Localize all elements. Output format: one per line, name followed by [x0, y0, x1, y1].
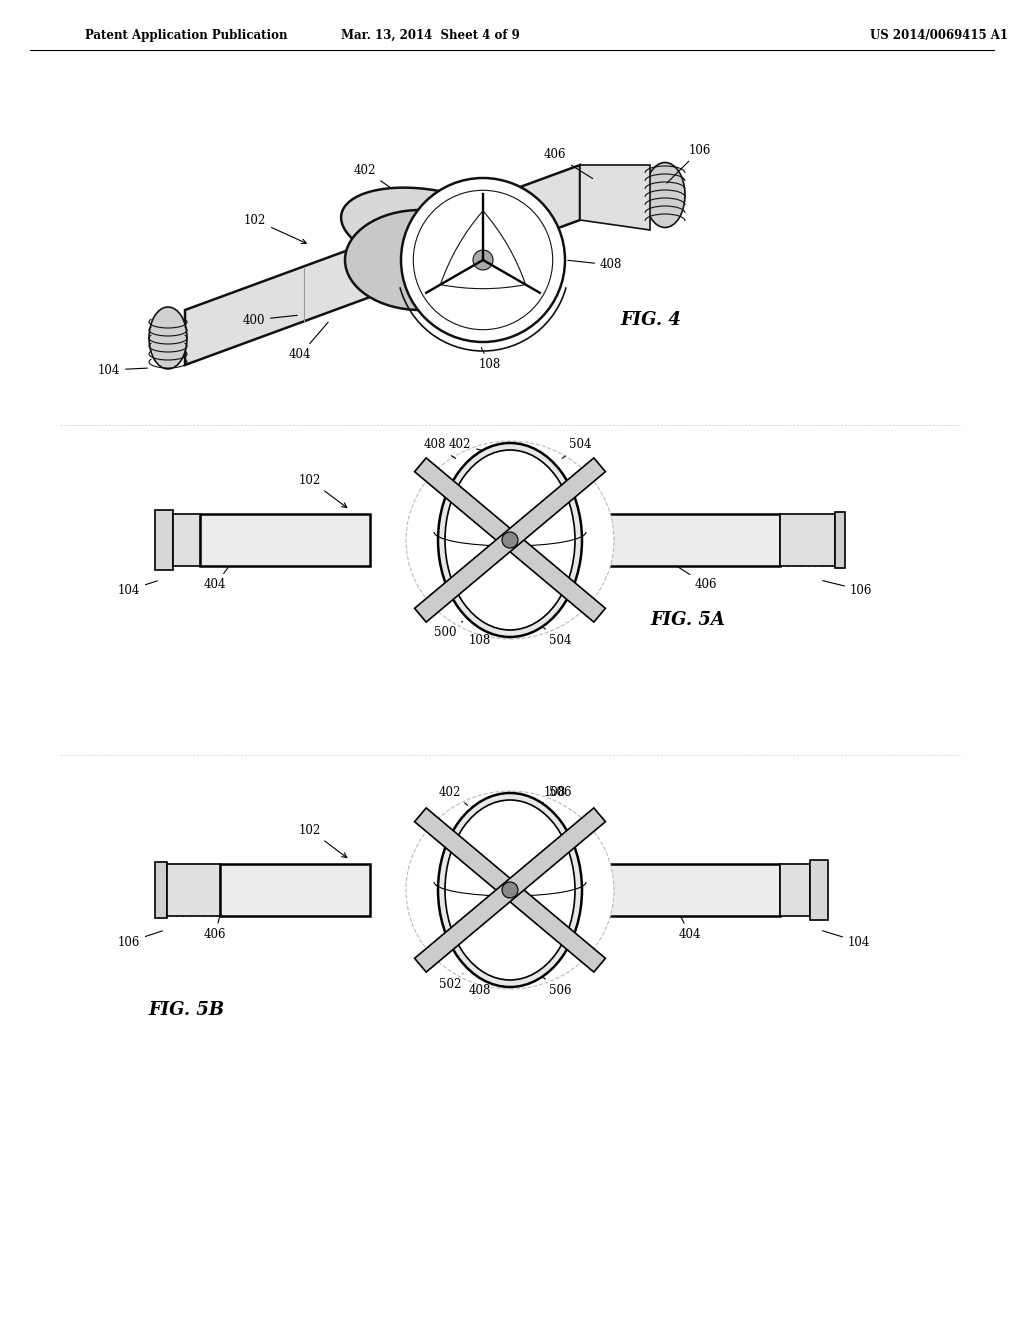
- Polygon shape: [155, 862, 167, 917]
- Polygon shape: [587, 865, 780, 916]
- Text: 108: 108: [389, 189, 442, 214]
- Ellipse shape: [406, 791, 614, 989]
- Polygon shape: [415, 458, 605, 622]
- Text: 408: 408: [424, 438, 456, 458]
- Polygon shape: [415, 808, 605, 972]
- Text: 502: 502: [439, 974, 463, 991]
- Text: US 2014/0069415 A1: US 2014/0069415 A1: [870, 29, 1008, 41]
- Ellipse shape: [414, 190, 553, 330]
- Polygon shape: [780, 865, 810, 916]
- Text: Patent Application Publication: Patent Application Publication: [85, 29, 288, 41]
- Polygon shape: [167, 865, 220, 916]
- Ellipse shape: [401, 178, 565, 342]
- Text: FIG. 4: FIG. 4: [620, 312, 681, 329]
- Text: 108: 108: [479, 347, 501, 371]
- Ellipse shape: [445, 450, 575, 630]
- Text: 400: 400: [243, 314, 297, 326]
- Polygon shape: [415, 808, 605, 972]
- Ellipse shape: [406, 441, 614, 639]
- Text: 408: 408: [567, 259, 623, 272]
- Text: 402: 402: [439, 785, 468, 805]
- Text: 404: 404: [679, 917, 701, 941]
- Text: 102: 102: [244, 214, 306, 243]
- Ellipse shape: [341, 187, 519, 272]
- Text: 406: 406: [204, 917, 226, 941]
- Text: 506: 506: [543, 785, 571, 804]
- Polygon shape: [415, 458, 605, 622]
- Ellipse shape: [645, 162, 685, 227]
- Text: 504: 504: [562, 438, 591, 458]
- Ellipse shape: [438, 793, 582, 987]
- Text: 402: 402: [449, 438, 507, 457]
- Polygon shape: [200, 513, 370, 566]
- Polygon shape: [835, 512, 845, 568]
- Polygon shape: [173, 513, 200, 566]
- Text: 106: 106: [667, 144, 712, 183]
- Text: 402: 402: [354, 164, 428, 214]
- Text: 106: 106: [118, 931, 163, 949]
- Text: 404: 404: [204, 568, 228, 591]
- Text: 408: 408: [469, 977, 492, 997]
- Polygon shape: [185, 165, 580, 366]
- Text: 404: 404: [289, 322, 329, 362]
- Text: 406: 406: [544, 149, 593, 178]
- Text: 104: 104: [822, 931, 870, 949]
- Text: 500: 500: [434, 622, 463, 639]
- Ellipse shape: [150, 308, 187, 370]
- Polygon shape: [220, 865, 370, 916]
- Text: 504: 504: [543, 627, 571, 647]
- Text: 108: 108: [532, 785, 566, 805]
- Ellipse shape: [502, 532, 518, 548]
- Polygon shape: [587, 513, 780, 566]
- Text: 102: 102: [299, 824, 347, 858]
- Ellipse shape: [345, 210, 495, 310]
- Text: 106: 106: [822, 581, 872, 597]
- Ellipse shape: [438, 444, 582, 638]
- Ellipse shape: [502, 882, 518, 898]
- Polygon shape: [155, 510, 173, 570]
- Text: 108: 108: [469, 627, 492, 647]
- Text: 102: 102: [299, 474, 347, 508]
- Text: Mar. 13, 2014  Sheet 4 of 9: Mar. 13, 2014 Sheet 4 of 9: [341, 29, 519, 41]
- Text: 104: 104: [97, 363, 147, 376]
- Ellipse shape: [445, 800, 575, 979]
- Text: FIG. 5B: FIG. 5B: [148, 1001, 224, 1019]
- Ellipse shape: [473, 249, 493, 271]
- Text: 506: 506: [543, 977, 571, 997]
- Text: 406: 406: [677, 566, 718, 591]
- Polygon shape: [780, 513, 835, 566]
- Text: FIG. 5A: FIG. 5A: [650, 611, 725, 630]
- Text: 104: 104: [118, 581, 158, 597]
- Polygon shape: [810, 861, 828, 920]
- Polygon shape: [580, 165, 650, 230]
